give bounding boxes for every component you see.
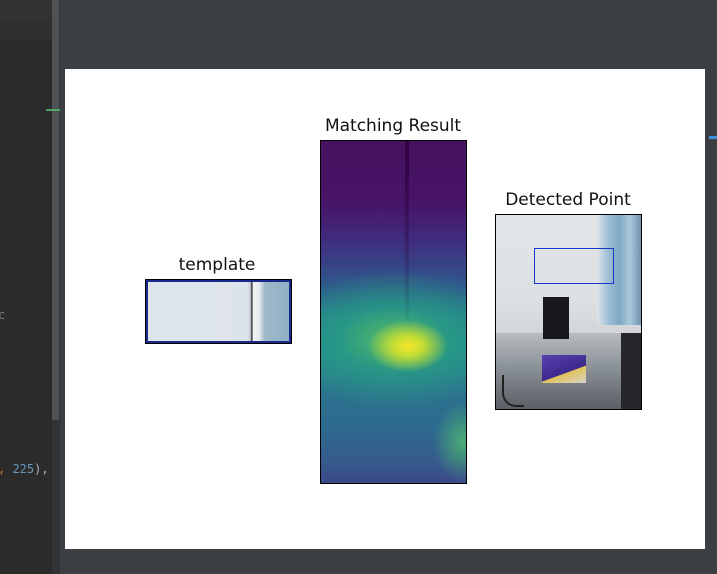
- chair: [621, 333, 641, 409]
- code-editor[interactable]: c , 225),: [0, 0, 52, 574]
- matching-result-title: Matching Result: [324, 116, 462, 136]
- figure-canvas[interactable]: template Matching Result Detected Point: [65, 69, 705, 549]
- heatmap-dark-streak: [405, 141, 410, 483]
- editor-tab-strip: [0, 0, 52, 20]
- cable: [502, 375, 524, 407]
- detected-photo: [495, 214, 642, 410]
- template-title: template: [178, 255, 256, 275]
- books: [542, 355, 586, 383]
- detected-point-title: Detected Point: [505, 190, 631, 210]
- monitor: [543, 297, 569, 339]
- matching-heatmap: [320, 140, 467, 484]
- change-marker: [46, 109, 60, 111]
- code-number: 225: [12, 462, 35, 476]
- template-border: [146, 280, 291, 343]
- code-punct-suffix: ),: [34, 462, 49, 476]
- editor-scrollbar-thumb[interactable]: [52, 0, 59, 420]
- code-punct: ,: [0, 462, 12, 476]
- error-stripe-marker[interactable]: [709, 136, 717, 139]
- detection-box: [534, 248, 614, 284]
- code-fragment-line: , 225),: [0, 462, 49, 476]
- code-fragment: c: [0, 308, 6, 322]
- template-image: [145, 279, 292, 344]
- window-curtain: [597, 215, 641, 325]
- editor-highlight-row: [0, 20, 52, 40]
